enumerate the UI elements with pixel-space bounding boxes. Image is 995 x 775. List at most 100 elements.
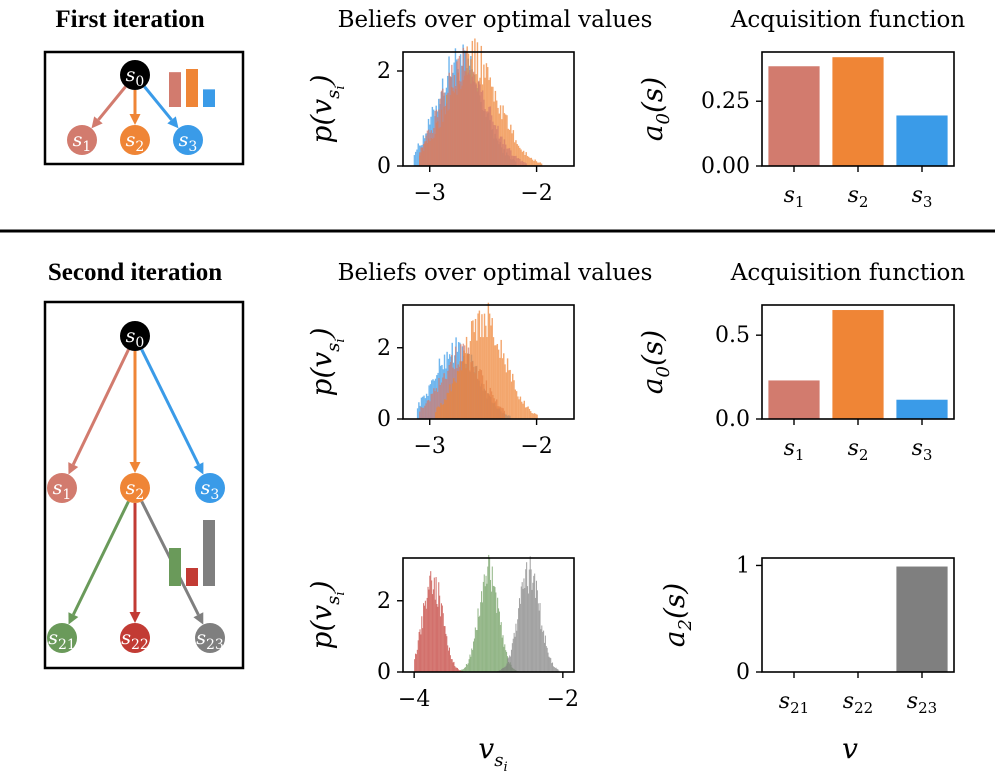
hist3-bin-s21 [463,668,465,672]
hist3-bin-s23 [501,668,503,672]
hist2-bin-s2 [478,310,481,419]
tree1-edge-s3-head [167,116,179,129]
hist1-bin-s1 [492,121,494,166]
bar1-bar-s1 [768,66,820,166]
hist2-bin-s2 [456,371,459,419]
hist2-bin-s2 [438,407,441,419]
hist2-bin-s2 [463,350,465,419]
hist2-bin-s2 [458,371,460,419]
hist1-bin-s2 [517,145,520,166]
hist1-bin-s1 [520,161,522,166]
hist3-bin-s21 [461,669,463,672]
bar3-ylabel: a2(s) [658,583,696,647]
hist2-bin-s2 [482,337,484,419]
hist1-bin-s1 [424,141,426,166]
bar1-bar-s2 [832,57,884,166]
hist1-bin-s1 [519,159,521,166]
hist1-bin-s2 [515,140,517,166]
hist2-bin-s2 [461,361,464,419]
tree2-edge-s22-head [129,612,141,623]
hist1-bin-s1 [453,75,456,166]
hist3-bin-s23 [524,588,526,672]
hist3-bin-s22 [446,636,448,672]
bar2-ytick-label: 0.0 [715,407,750,432]
hist3-bin-s21 [492,585,494,672]
hist1-bin-s3 [413,155,416,166]
hist1-bin-s2 [521,151,524,166]
hist3-bin-s23 [517,619,519,672]
hist2-ytick-label: 0 [377,407,391,432]
hist3-bin-s21 [500,622,502,672]
hist3-bin-s21 [501,637,503,672]
hist1-bin-s2 [530,157,533,166]
tree1-edge-s2-head [129,114,141,125]
hist1-bin-s2 [511,133,513,166]
hist3-bin-s22 [459,670,461,672]
tree2-node-s1 [47,473,77,503]
tree1-node-s1 [67,125,97,155]
hist3-bin-s23 [518,598,521,672]
hist3-bin-s23 [556,668,558,672]
hist3-bin-s23 [542,631,544,672]
hist2-bin-s2 [519,396,522,419]
hist3-bin-s21 [478,616,480,672]
hist3-bin-s22 [444,626,446,672]
hist3-bin-s23 [551,662,554,672]
bar2-bar-s1 [768,380,820,419]
hist2-bin-s2 [512,373,514,419]
hist2-bin-s2 [533,413,536,419]
hist3-bin-s21 [496,612,498,672]
hist3-bin-s23 [518,608,520,672]
hist2-bin-s2 [435,412,437,419]
hist1-bin-s2 [513,142,516,166]
hist1-bin-s1 [508,148,511,166]
tree1-mini-bar-s2 [186,69,198,107]
bar2-bar-s3 [896,399,948,419]
hist2-bin-s1 [436,391,439,419]
hist1-bin-s2 [535,161,538,166]
hist2-bin-s2 [506,358,509,419]
hist3-bin-s23 [543,630,545,672]
bar3-xtick-label-s22: s22 [843,689,873,717]
hist3-bin-s22 [416,649,418,672]
hist1-bin-s1 [426,130,429,166]
hist3-bin-s22 [445,633,447,672]
hist2-bin-s2 [491,318,493,419]
hist1-bin-s1 [501,136,503,166]
hist2-bin-s2 [487,302,490,419]
hist1-bin-s3 [417,143,419,166]
hist3-bin-s23 [549,657,551,672]
hist2-bin-s2 [447,393,450,419]
hist1-bin-s1 [440,90,443,166]
hist1-bin-s2 [520,149,522,166]
hist1-ytick-label: 2 [377,59,391,84]
hist2-bin-s2 [494,345,496,419]
hist1-ytick-label: 0 [377,154,391,179]
bar2-ytick-label: 0.5 [715,323,750,348]
hist3-bin-s23 [521,582,523,672]
bar1-xtick-label-s2: s2 [848,183,869,211]
hist1-bin-s1 [515,155,517,166]
hist3-bin-s21 [506,651,508,672]
hist3-bin-s22 [452,662,454,672]
hist3-bin-s21 [464,667,466,672]
hist3-bin-s23 [531,589,533,672]
hist3-bin-s21 [479,615,481,672]
hist2-bin-s1 [435,388,438,419]
hist3-bin-s23 [526,562,528,672]
hist3-bin-s21 [502,635,504,672]
hist3-bin-s23 [500,670,502,672]
hist3-bin-s22 [426,597,428,672]
hist2-bin-s2 [486,337,488,419]
hist2-bin-s2 [504,364,506,419]
hist2-bin-s2 [510,381,513,419]
hist1-bin-s1 [463,70,466,166]
bar2-xtick-label-s1: s1 [784,436,805,464]
bar3-ytick-label: 0 [736,660,750,685]
hist3-bin-s22 [453,661,455,672]
hist1-bin-s1 [484,109,486,166]
hist3-xtick-label: −4 [398,687,430,712]
hist3-bin-s21 [498,611,500,672]
hist1-bin-s1 [470,83,472,166]
bar2-chart: s1 s2 s3 0.0 0.5 a0(s) [636,304,955,464]
